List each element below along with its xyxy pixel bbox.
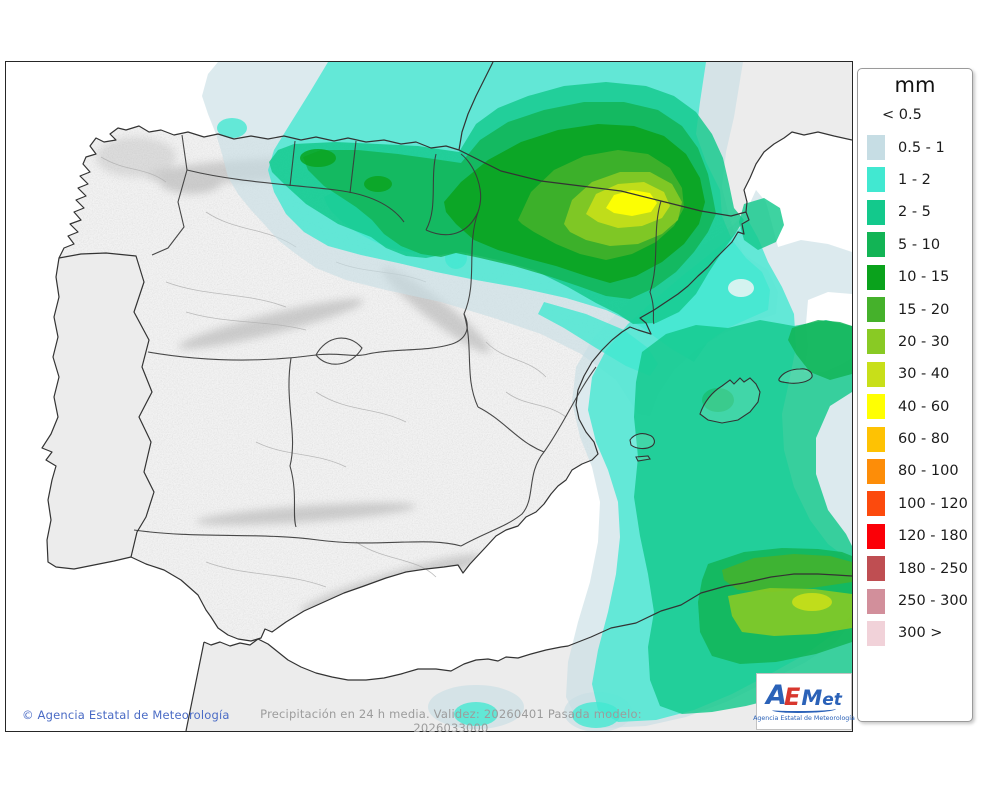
legend-swatch: [867, 232, 885, 258]
legend-panel: mm < 0.5 0.5 - 1 1 - 2 2 - 5 5 - 10: [857, 68, 973, 722]
legend-row: 1 - 2: [858, 164, 972, 196]
legend-swatch: [867, 491, 885, 517]
logo-letter-m: M: [801, 685, 823, 710]
legend-label: 100 - 120: [898, 495, 968, 512]
legend-swatch: [867, 167, 885, 193]
legend-row: 2 - 5: [858, 196, 972, 228]
legend-row: < 0.5: [858, 99, 972, 131]
legend-row: 120 - 180: [858, 520, 972, 552]
legend-row: 5 - 10: [858, 229, 972, 261]
legend-row: 30 - 40: [858, 358, 972, 390]
legend-label: 30 - 40: [898, 366, 950, 383]
legend-row: 300 >: [858, 617, 972, 649]
logo-swash: [772, 706, 836, 713]
legend-label: 120 - 180: [898, 528, 968, 545]
legend-title: mm: [894, 73, 936, 97]
portugal-region: [42, 253, 154, 569]
legend-label: 60 - 80: [898, 431, 950, 448]
legend-swatch: [867, 135, 885, 161]
legend-row: 100 - 120: [858, 488, 972, 520]
legend-rows: < 0.5 0.5 - 1 1 - 2 2 - 5 5 - 10 10 - 15…: [858, 99, 972, 650]
logo-letter-a: A: [766, 679, 787, 711]
legend-label: 180 - 250: [898, 560, 968, 577]
legend-row: 20 - 30: [858, 326, 972, 358]
legend-swatch: [867, 264, 885, 290]
legend-label: 0.5 - 1: [898, 139, 945, 156]
legend-swatch: [867, 588, 885, 614]
copyright-text: © Agencia Estatal de Meteorología: [22, 708, 230, 722]
legend-label: 250 - 300: [898, 593, 968, 610]
map-frame: © Agencia Estatal de Meteorología Precip…: [5, 61, 855, 735]
legend-label: 15 - 20: [898, 301, 950, 318]
legend-swatch: [867, 297, 885, 323]
precipitation-overlays: [202, 62, 852, 731]
legend-row: 0.5 - 1: [858, 131, 972, 163]
legend-label: 10 - 15: [898, 269, 950, 286]
menorca-island: [778, 368, 813, 384]
coastline-overlay: [41, 62, 852, 731]
legend-row: 10 - 15: [858, 261, 972, 293]
legend-row: 60 - 80: [858, 423, 972, 455]
logo-letter-t: t: [833, 689, 842, 710]
legend-row: 180 - 250: [858, 552, 972, 584]
legend-row: 40 - 60: [858, 391, 972, 423]
legend-swatch: [867, 556, 885, 582]
legend-swatch: [867, 523, 885, 549]
legend-swatch: [867, 458, 885, 484]
logo-letter-e: E: [783, 682, 801, 711]
legend-label: 5 - 10: [898, 236, 941, 253]
legend-row: 250 - 300: [858, 585, 972, 617]
mallorca-island: [699, 377, 761, 424]
legend-swatch: [867, 361, 885, 387]
precipitation-map: [6, 62, 852, 731]
legend-label: 2 - 5: [898, 204, 931, 221]
ibiza-island: [629, 433, 655, 450]
legend-swatch: [867, 394, 885, 420]
legend-row: 80 - 100: [858, 455, 972, 487]
legend-swatch: [867, 426, 885, 452]
aemet-logo-subtitle: Agencia Estatal de Meteorología: [753, 714, 855, 722]
logo-letter-e2: e: [822, 689, 834, 710]
legend-label: 1 - 2: [898, 171, 931, 188]
legend-row: 15 - 20: [858, 293, 972, 325]
model-caption: Precipitación en 24 h media. Validez: 20…: [260, 707, 642, 735]
legend-swatch: [867, 329, 885, 355]
region-borders: [41, 62, 852, 731]
aemet-logo-word: A E M e t: [766, 682, 842, 709]
legend-swatch: [867, 620, 885, 646]
legend-label: < 0.5: [882, 107, 922, 124]
legend-label: 40 - 60: [898, 398, 950, 415]
legend-label: 300 >: [898, 625, 943, 642]
aemet-logo: A E M e t Agencia Estatal de Meteorologí…: [753, 673, 855, 730]
balearic-islands: [629, 368, 813, 462]
formentera-island: [635, 455, 651, 462]
legend-label: 80 - 100: [898, 463, 959, 480]
legend-label: 20 - 30: [898, 333, 950, 350]
legend-swatch: [867, 199, 885, 225]
